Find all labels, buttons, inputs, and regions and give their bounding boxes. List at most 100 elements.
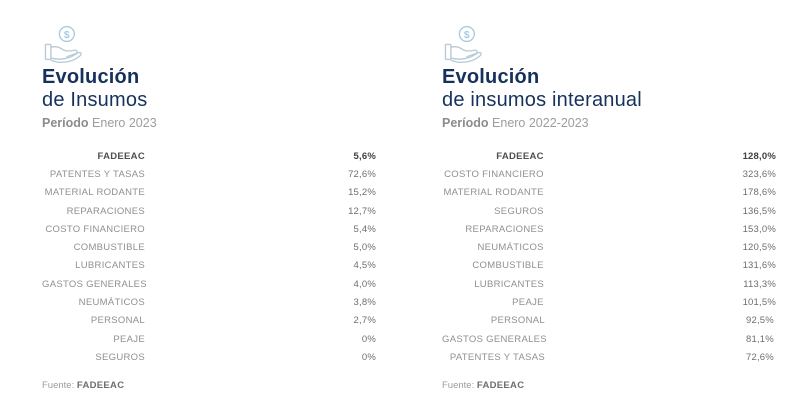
bar-track: [553, 334, 740, 344]
chart-title-line2: de Insumos: [42, 89, 148, 111]
category-label: NEUMÁTICOS: [78, 297, 145, 309]
category-label: COSTO FINANCIERO: [444, 168, 544, 180]
value-label: 5,0%: [353, 242, 376, 254]
category-label: PERSONAL: [490, 315, 545, 327]
value-label: 12,7%: [348, 205, 376, 217]
chart-row: FADEEAC 128,0%: [442, 147, 776, 165]
chart-period: Período Enero 2023: [42, 116, 376, 130]
period-label: Período: [42, 116, 89, 130]
category-label: PERSONAL: [90, 315, 145, 327]
category-label: REPARACIONES: [465, 223, 544, 235]
category-label: MATERIAL RODANTE: [443, 187, 544, 199]
chart-row: LUBRICANTES 4,5%: [42, 257, 376, 275]
category-label: LUBRICANTES: [75, 260, 145, 272]
value-label: 3,8%: [353, 297, 376, 309]
chart-row: REPARACIONES 153,0%: [442, 220, 776, 238]
chart-interannual-insumos: $ Evolución de insumos interanual Períod…: [442, 24, 776, 391]
value-label: 323,6%: [742, 168, 776, 180]
value-label: 101,5%: [742, 297, 776, 309]
chart-row: PEAJE 0%: [42, 330, 376, 348]
chart-row: FADEEAC 5,6%: [42, 147, 376, 165]
value-label: 15,2%: [348, 187, 376, 199]
bar-track: [153, 188, 340, 198]
value-label: 4,0%: [353, 278, 376, 290]
chart-row: MATERIAL RODANTE 15,2%: [42, 184, 376, 202]
chart-row: COMBUSTIBLE 131,6%: [442, 257, 776, 275]
chart-title-line2: de insumos interanual: [442, 89, 642, 111]
category-label: PEAJE: [512, 297, 544, 309]
hand-coin-icon: $: [444, 25, 482, 64]
value-label: 113,3%: [743, 278, 776, 290]
chart-row: GASTOS GENERALES 81,1%: [442, 330, 776, 348]
bar-track: [552, 224, 737, 234]
bar-track: [153, 206, 340, 216]
value-label: 153,0%: [742, 223, 776, 235]
value-label: 5,6%: [353, 150, 376, 162]
value-label: 131,6%: [742, 260, 776, 272]
value-label: 128,0%: [742, 150, 776, 162]
period-value: Enero 2022-2023: [492, 116, 589, 130]
chart-row: PEAJE 101,5%: [442, 293, 776, 311]
bar-track: [552, 188, 737, 198]
bar-track: [552, 206, 737, 216]
bar-track: [552, 279, 737, 289]
chart-row: PERSONAL 2,7%: [42, 312, 376, 330]
bar-track: [153, 279, 340, 289]
chart-row: LUBRICANTES 113,3%: [442, 275, 776, 293]
value-label: 81,1%: [746, 333, 774, 345]
chart-row: REPARACIONES 12,7%: [42, 202, 376, 220]
category-label: COMBUSTIBLE: [472, 260, 544, 272]
chart-title: Evolución de Insumos: [42, 66, 376, 112]
svg-text:$: $: [64, 30, 70, 41]
value-label: 72,6%: [348, 168, 376, 180]
hand-coin-icon: $: [44, 25, 82, 64]
source-value: FADEEAC: [76, 379, 125, 391]
chart-row: PERSONAL 92,5%: [442, 312, 776, 330]
bar-track: [153, 316, 340, 326]
chart-row: COSTO FINANCIERO 323,6%: [442, 165, 776, 183]
category-label: PEAJE: [113, 333, 145, 345]
bar-track: [552, 151, 737, 161]
category-label: SEGUROS: [95, 351, 145, 363]
bar-track: [153, 352, 340, 362]
bar-track: [553, 316, 740, 326]
chart-row: SEGUROS 136,5%: [442, 202, 776, 220]
category-label: LUBRICANTES: [474, 278, 545, 290]
hand-coin-icon-slot: $: [442, 24, 776, 64]
category-label: PATENTES Y TASAS: [49, 168, 145, 180]
chart-row: SEGUROS 0%: [42, 348, 376, 366]
source-value: FADEEAC: [476, 379, 525, 391]
category-label: REPARACIONES: [66, 205, 145, 217]
chart-row: MATERIAL RODANTE 178,6%: [442, 184, 776, 202]
category-label: FADEEAC: [496, 150, 544, 162]
chart-row: NEUMÁTICOS 120,5%: [442, 238, 776, 256]
chart-row: COMBUSTIBLE 5,0%: [42, 238, 376, 256]
svg-text:$: $: [464, 30, 470, 41]
bar-track: [552, 298, 737, 308]
source-note: Fuente: FADEEAC: [42, 380, 376, 391]
source-note: Fuente: FADEEAC: [442, 380, 776, 391]
source-label: Fuente:: [42, 379, 75, 391]
value-label: 92,5%: [746, 315, 774, 327]
value-label: 2,7%: [353, 315, 376, 327]
chart-row: COSTO FINANCIERO 5,4%: [42, 220, 376, 238]
value-label: 120,5%: [742, 242, 776, 254]
value-label: 72,6%: [746, 351, 774, 363]
category-label: GASTOS GENERALES: [442, 333, 547, 345]
bar-track: [552, 243, 737, 253]
chart-title: Evolución de insumos interanual: [442, 66, 776, 112]
category-label: SEGUROS: [494, 205, 544, 217]
value-label: 136,5%: [742, 205, 776, 217]
bar-track: [153, 298, 340, 308]
chart-period: Período Enero 2022-2023: [442, 116, 776, 130]
bar-track: [153, 261, 340, 271]
bar-track: [153, 224, 340, 234]
period-label: Período: [442, 116, 489, 130]
category-label: FADEEAC: [97, 150, 145, 162]
bar-track: [553, 352, 740, 362]
category-label: MATERIAL RODANTE: [44, 187, 145, 199]
value-label: 0%: [361, 351, 376, 363]
chart-row: PATENTES Y TASAS 72,6%: [42, 165, 376, 183]
category-label: GASTOS GENERALES: [42, 278, 147, 290]
